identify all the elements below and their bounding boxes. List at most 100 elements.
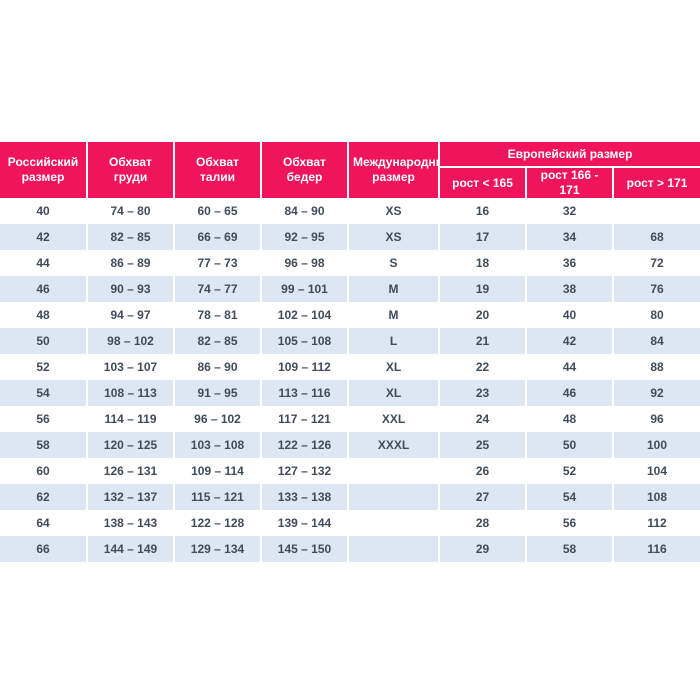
table-cell: 24: [440, 406, 527, 432]
table-cell: 108: [614, 484, 700, 510]
table-cell: 19: [440, 276, 527, 302]
table-cell: 54: [527, 484, 614, 510]
table-cell: 72: [614, 250, 700, 276]
table-cell: 46: [527, 380, 614, 406]
table-cell: 66: [0, 536, 88, 562]
table-cell: XL: [349, 354, 440, 380]
table-cell: 23: [440, 380, 527, 406]
table-cell: 112: [614, 510, 700, 536]
table-cell: 114 – 119: [88, 406, 175, 432]
table-cell: 94 – 97: [88, 302, 175, 328]
table-cell: 84 – 90: [262, 198, 349, 224]
table-row: 58 120 – 125 103 – 108 122 – 126 XXXL 25 50 100: [0, 432, 700, 458]
table-cell: 48: [527, 406, 614, 432]
table-row: 46 90 – 93 74 – 77 99 – 101 M 19 38 76: [0, 276, 700, 302]
table-cell: 29: [440, 536, 527, 562]
table-cell: 98 – 102: [88, 328, 175, 354]
table-cell: XL: [349, 380, 440, 406]
table-cell: 133 – 138: [262, 484, 349, 510]
table-cell: 109 – 112: [262, 354, 349, 380]
table-cell: 48: [0, 302, 88, 328]
table-cell: 117 – 121: [262, 406, 349, 432]
table-cell: [349, 536, 440, 562]
table-cell: 44: [0, 250, 88, 276]
size-table-body: 40 74 – 80 60 – 65 84 – 90 XS 16 32 42 82 – 85 66…: [0, 198, 700, 562]
table-cell: 62: [0, 484, 88, 510]
table-cell: [349, 510, 440, 536]
table-cell: XXL: [349, 406, 440, 432]
table-cell: 21: [440, 328, 527, 354]
table-cell: S: [349, 250, 440, 276]
table-cell: 96: [614, 406, 700, 432]
header-chest: Обхват груди: [88, 142, 175, 198]
header-row-sub: рост < 165 рост 166 - 171 рост > 171: [0, 168, 700, 198]
table-cell: 105 – 108: [262, 328, 349, 354]
table-cell: M: [349, 302, 440, 328]
table-cell: 91 – 95: [175, 380, 262, 406]
table-cell: 74 – 77: [175, 276, 262, 302]
table-cell: 60 – 65: [175, 198, 262, 224]
table-cell: 68: [614, 224, 700, 250]
header-height-lt-165: рост < 165: [440, 168, 527, 198]
table-cell: 109 – 114: [175, 458, 262, 484]
table-cell: 126 – 131: [88, 458, 175, 484]
table-row: 52 103 – 107 86 – 90 109 – 112 XL 22 44 88: [0, 354, 700, 380]
table-row: 40 74 – 80 60 – 65 84 – 90 XS 16 32: [0, 198, 700, 224]
table-cell: 34: [527, 224, 614, 250]
table-row: 64 138 – 143 122 – 128 139 – 144 28 56 112: [0, 510, 700, 536]
table-cell: 42: [527, 328, 614, 354]
table-cell: 92 – 95: [262, 224, 349, 250]
table-cell: 58: [0, 432, 88, 458]
table-cell: 64: [0, 510, 88, 536]
table-cell: 18: [440, 250, 527, 276]
table-cell: L: [349, 328, 440, 354]
table-cell: 78 – 81: [175, 302, 262, 328]
table-cell: 16: [440, 198, 527, 224]
table-cell: 60: [0, 458, 88, 484]
header-waist: Обхват талии: [175, 142, 262, 198]
table-cell: 32: [527, 198, 614, 224]
table-row: 60 126 – 131 109 – 114 127 – 132 26 52 104: [0, 458, 700, 484]
table-cell: 52: [527, 458, 614, 484]
table-cell: 80: [614, 302, 700, 328]
header-russian-size: Российский размер: [0, 142, 88, 198]
table-cell: 86 – 89: [88, 250, 175, 276]
header-row-main: Российский размер Обхват груди Обхват та…: [0, 142, 700, 198]
header-height-gt-171: рост > 171: [614, 168, 700, 198]
table-cell: 116: [614, 536, 700, 562]
table-header: Российский размер Обхват груди Обхват та…: [0, 142, 700, 198]
table-cell: 115 – 121: [175, 484, 262, 510]
table-cell: 82 – 85: [175, 328, 262, 354]
header-hips: Обхват бедер: [262, 142, 349, 198]
table-cell: 17: [440, 224, 527, 250]
table-cell: 96 – 98: [262, 250, 349, 276]
table-cell: 27: [440, 484, 527, 510]
table-cell: XXXL: [349, 432, 440, 458]
table-cell: 132 – 137: [88, 484, 175, 510]
table-row: 50 98 – 102 82 – 85 105 – 108 L 21 42 84: [0, 328, 700, 354]
table-row: 54 108 – 113 91 – 95 113 – 116 XL 23 46 92: [0, 380, 700, 406]
table-row: 48 94 – 97 78 – 81 102 – 104 M 20 40 80: [0, 302, 700, 328]
table-row: 42 82 – 85 66 – 69 92 – 95 XS 17 34 68: [0, 224, 700, 250]
table-cell: 99 – 101: [262, 276, 349, 302]
table-cell: [614, 198, 700, 224]
table-cell: 25: [440, 432, 527, 458]
table-cell: 44: [527, 354, 614, 380]
table-cell: 74 – 80: [88, 198, 175, 224]
table-cell: 103 – 107: [88, 354, 175, 380]
table-cell: 22: [440, 354, 527, 380]
table-cell: 54: [0, 380, 88, 406]
table-cell: 50: [0, 328, 88, 354]
table-cell: 102 – 104: [262, 302, 349, 328]
table-cell: [349, 458, 440, 484]
header-international-size: Международный размер: [349, 142, 440, 198]
table-cell: 56: [0, 406, 88, 432]
table-cell: 20: [440, 302, 527, 328]
table-cell: 86 – 90: [175, 354, 262, 380]
header-height-166-171: рост 166 - 171: [527, 168, 614, 198]
table-cell: 120 – 125: [88, 432, 175, 458]
table-cell: XS: [349, 224, 440, 250]
table-cell: 76: [614, 276, 700, 302]
table-cell: 46: [0, 276, 88, 302]
table-cell: 77 – 73: [175, 250, 262, 276]
